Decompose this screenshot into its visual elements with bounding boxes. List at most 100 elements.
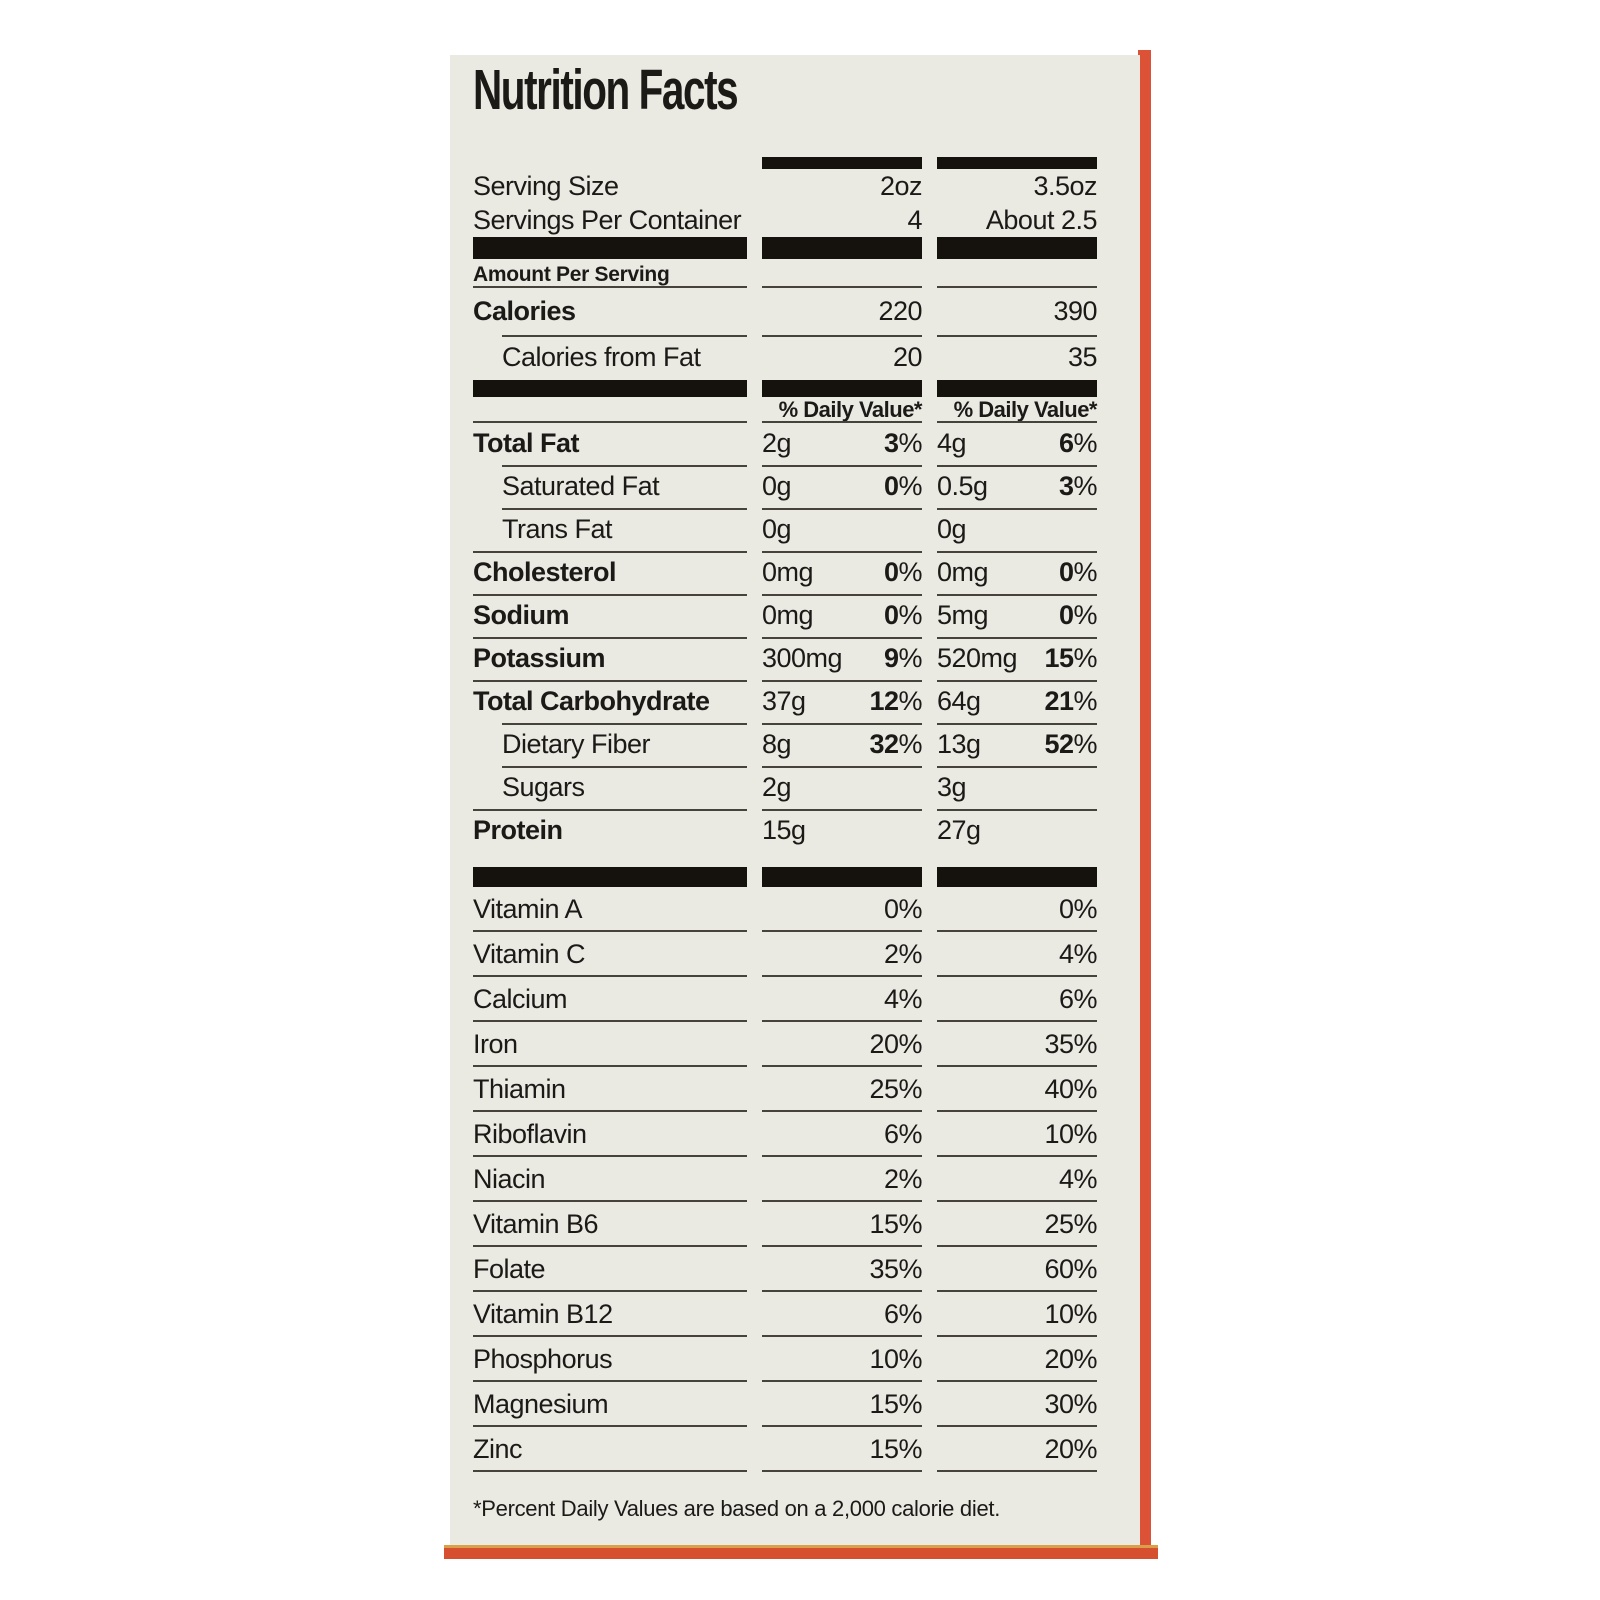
nutrient-percent-3-5oz: 6% bbox=[1058, 428, 1098, 458]
divider-segment bbox=[762, 380, 922, 397]
vitamin-percent-2oz: 6% bbox=[883, 1299, 923, 1329]
nutrient-percent-2oz: 3% bbox=[883, 428, 923, 458]
nutrient-percent-3-5oz: 52% bbox=[1044, 729, 1097, 759]
nutrient-row: Total Fat 2g 3% 4g 6% bbox=[473, 422, 1098, 465]
vitamin-percent-3-5oz: 0% bbox=[1058, 894, 1098, 924]
nutrient-label: Total Fat bbox=[473, 428, 580, 458]
calorie-row: Calories 220 390 bbox=[473, 288, 1097, 335]
vitamin-percent-3-5oz: 10% bbox=[1044, 1299, 1097, 1329]
vitamins-section: Vitamin A 0% 0% Vitamin C 2% 4% Calcium … bbox=[473, 887, 1098, 1472]
nutrient-amount-2oz: 0mg bbox=[762, 557, 814, 587]
nutrient-amount-3-5oz: 13g bbox=[937, 729, 981, 759]
nutrient-label: Sugars bbox=[502, 772, 585, 802]
nutrient-percent-2oz: 9% bbox=[883, 643, 923, 673]
daily-value-header-row: % Daily Value* % Daily Value* bbox=[473, 397, 1098, 423]
vitamin-row: Magnesium 15% 30% bbox=[473, 1382, 1097, 1427]
nutrient-amount-2oz: 8g bbox=[762, 729, 792, 759]
serving-row-label: Serving Size bbox=[473, 170, 619, 201]
nutrient-amount-2oz: 300mg bbox=[762, 643, 843, 673]
vitamin-label: Iron bbox=[473, 1029, 518, 1059]
vitamin-label: Thiamin bbox=[473, 1074, 566, 1104]
serving-row: Serving Size 2oz 3.5oz bbox=[473, 169, 1097, 203]
calories-section: Calories 220 390 Calories from Fat 20 35 bbox=[473, 288, 1098, 380]
nutrient-amount-2oz: 0mg bbox=[762, 600, 814, 630]
nutrient-label: Sodium bbox=[473, 600, 570, 630]
nutrient-percent-3-5oz: 15% bbox=[1044, 643, 1097, 673]
column-bar-2oz bbox=[762, 157, 922, 169]
nutrient-amount-2oz: 0g bbox=[762, 471, 792, 501]
package-accent-bar-bottom bbox=[444, 1545, 1158, 1559]
vitamin-percent-2oz: 6% bbox=[883, 1119, 923, 1149]
serving-value-2oz: 4 bbox=[907, 204, 922, 235]
column-header-bars bbox=[473, 157, 1097, 169]
vitamin-percent-2oz: 10% bbox=[869, 1344, 922, 1374]
serving-row-label: Servings Per Container bbox=[473, 204, 742, 235]
nutrient-percent-2oz: 12% bbox=[869, 686, 922, 716]
nutrient-amount-2oz: 0g bbox=[762, 514, 792, 544]
nutrient-percent-2oz: 0% bbox=[883, 600, 923, 630]
calorie-value-3-5oz: 35 bbox=[1067, 342, 1098, 372]
nutrient-amount-3-5oz: 3g bbox=[937, 772, 967, 802]
nutrient-row: Saturated Fat 0g 0% 0.5g 3% bbox=[473, 465, 1098, 508]
nutrient-row: Trans Fat 0g 0g bbox=[473, 508, 1097, 551]
nutrient-amount-3-5oz: 520mg bbox=[937, 643, 1018, 673]
calorie-row-label: Calories from Fat bbox=[502, 342, 701, 372]
calorie-value-2oz: 20 bbox=[892, 342, 923, 372]
nutrient-percent-3-5oz: 3% bbox=[1058, 471, 1098, 501]
nutrient-label: Potassium bbox=[473, 643, 606, 673]
divider-segment bbox=[762, 867, 922, 887]
nutrient-row: Cholesterol 0mg 0% 0mg 0% bbox=[473, 551, 1098, 594]
vitamin-label: Niacin bbox=[473, 1164, 546, 1194]
vitamin-percent-3-5oz: 60% bbox=[1044, 1254, 1097, 1284]
section-divider-bar bbox=[473, 237, 1097, 259]
nutrient-label: Total Carbohydrate bbox=[473, 686, 710, 716]
vitamin-label: Phosphorus bbox=[473, 1344, 613, 1374]
vitamin-percent-3-5oz: 20% bbox=[1044, 1434, 1097, 1464]
vitamin-row: Zinc 15% 20% bbox=[473, 1427, 1097, 1472]
vitamin-label: Vitamin A bbox=[473, 894, 583, 924]
vitamin-label: Calcium bbox=[473, 984, 568, 1014]
nutrient-amount-3-5oz: 4g bbox=[937, 428, 967, 458]
nutrient-amount-3-5oz: 0mg bbox=[937, 557, 989, 587]
vitamin-label: Folate bbox=[473, 1254, 546, 1284]
vitamin-percent-2oz: 4% bbox=[883, 984, 923, 1014]
divider-segment bbox=[937, 237, 1097, 259]
vitamin-percent-2oz: 35% bbox=[869, 1254, 922, 1284]
vitamin-row: Niacin 2% 4% bbox=[473, 1157, 1098, 1202]
vitamin-percent-3-5oz: 20% bbox=[1044, 1344, 1097, 1374]
serving-value-2oz: 2oz bbox=[879, 170, 923, 201]
footnote: *Percent Daily Values are based on a 2,0… bbox=[473, 1496, 1001, 1521]
amount-per-serving-label: Amount Per Serving bbox=[473, 263, 670, 286]
vitamin-percent-2oz: 0% bbox=[883, 894, 923, 924]
package-accent-stripe-right bbox=[1138, 50, 1151, 1558]
vitamin-percent-3-5oz: 40% bbox=[1044, 1074, 1097, 1104]
nutrient-percent-2oz: 0% bbox=[883, 557, 923, 587]
divider-segment bbox=[937, 867, 1097, 887]
section-divider-bar bbox=[473, 380, 1097, 397]
vitamin-row: Vitamin B6 15% 25% bbox=[473, 1202, 1097, 1247]
nutrient-amount-2oz: 2g bbox=[762, 428, 792, 458]
serving-row: Servings Per Container 4 About 2.5 bbox=[473, 203, 1098, 237]
nutrient-row: Sugars 2g 3g bbox=[473, 766, 1097, 809]
vitamin-percent-2oz: 15% bbox=[869, 1434, 922, 1464]
nutrient-row: Protein 15g 27g bbox=[473, 809, 1097, 852]
nutrient-label: Saturated Fat bbox=[502, 471, 660, 501]
nutrient-percent-3-5oz: 0% bbox=[1058, 557, 1098, 587]
nutrient-amount-3-5oz: 27g bbox=[937, 815, 981, 845]
divider-segment bbox=[473, 867, 747, 887]
vitamin-percent-3-5oz: 4% bbox=[1058, 1164, 1098, 1194]
vitamin-row: Folate 35% 60% bbox=[473, 1247, 1097, 1292]
vitamin-percent-3-5oz: 6% bbox=[1058, 984, 1098, 1014]
vitamin-row: Riboflavin 6% 10% bbox=[473, 1112, 1097, 1157]
daily-value-header-col2: % Daily Value* bbox=[953, 397, 1098, 422]
vitamin-percent-2oz: 15% bbox=[869, 1389, 922, 1419]
vitamin-row: Vitamin C 2% 4% bbox=[473, 932, 1098, 977]
nutrient-amount-3-5oz: 64g bbox=[937, 686, 981, 716]
vitamin-label: Zinc bbox=[473, 1434, 523, 1464]
nutrient-percent-3-5oz: 21% bbox=[1044, 686, 1097, 716]
vitamin-row: Thiamin 25% 40% bbox=[473, 1067, 1097, 1112]
nutrient-amount-2oz: 37g bbox=[762, 686, 806, 716]
vitamin-label: Vitamin C bbox=[473, 939, 586, 969]
divider-segment bbox=[762, 237, 922, 259]
divider-segment bbox=[937, 380, 1097, 397]
